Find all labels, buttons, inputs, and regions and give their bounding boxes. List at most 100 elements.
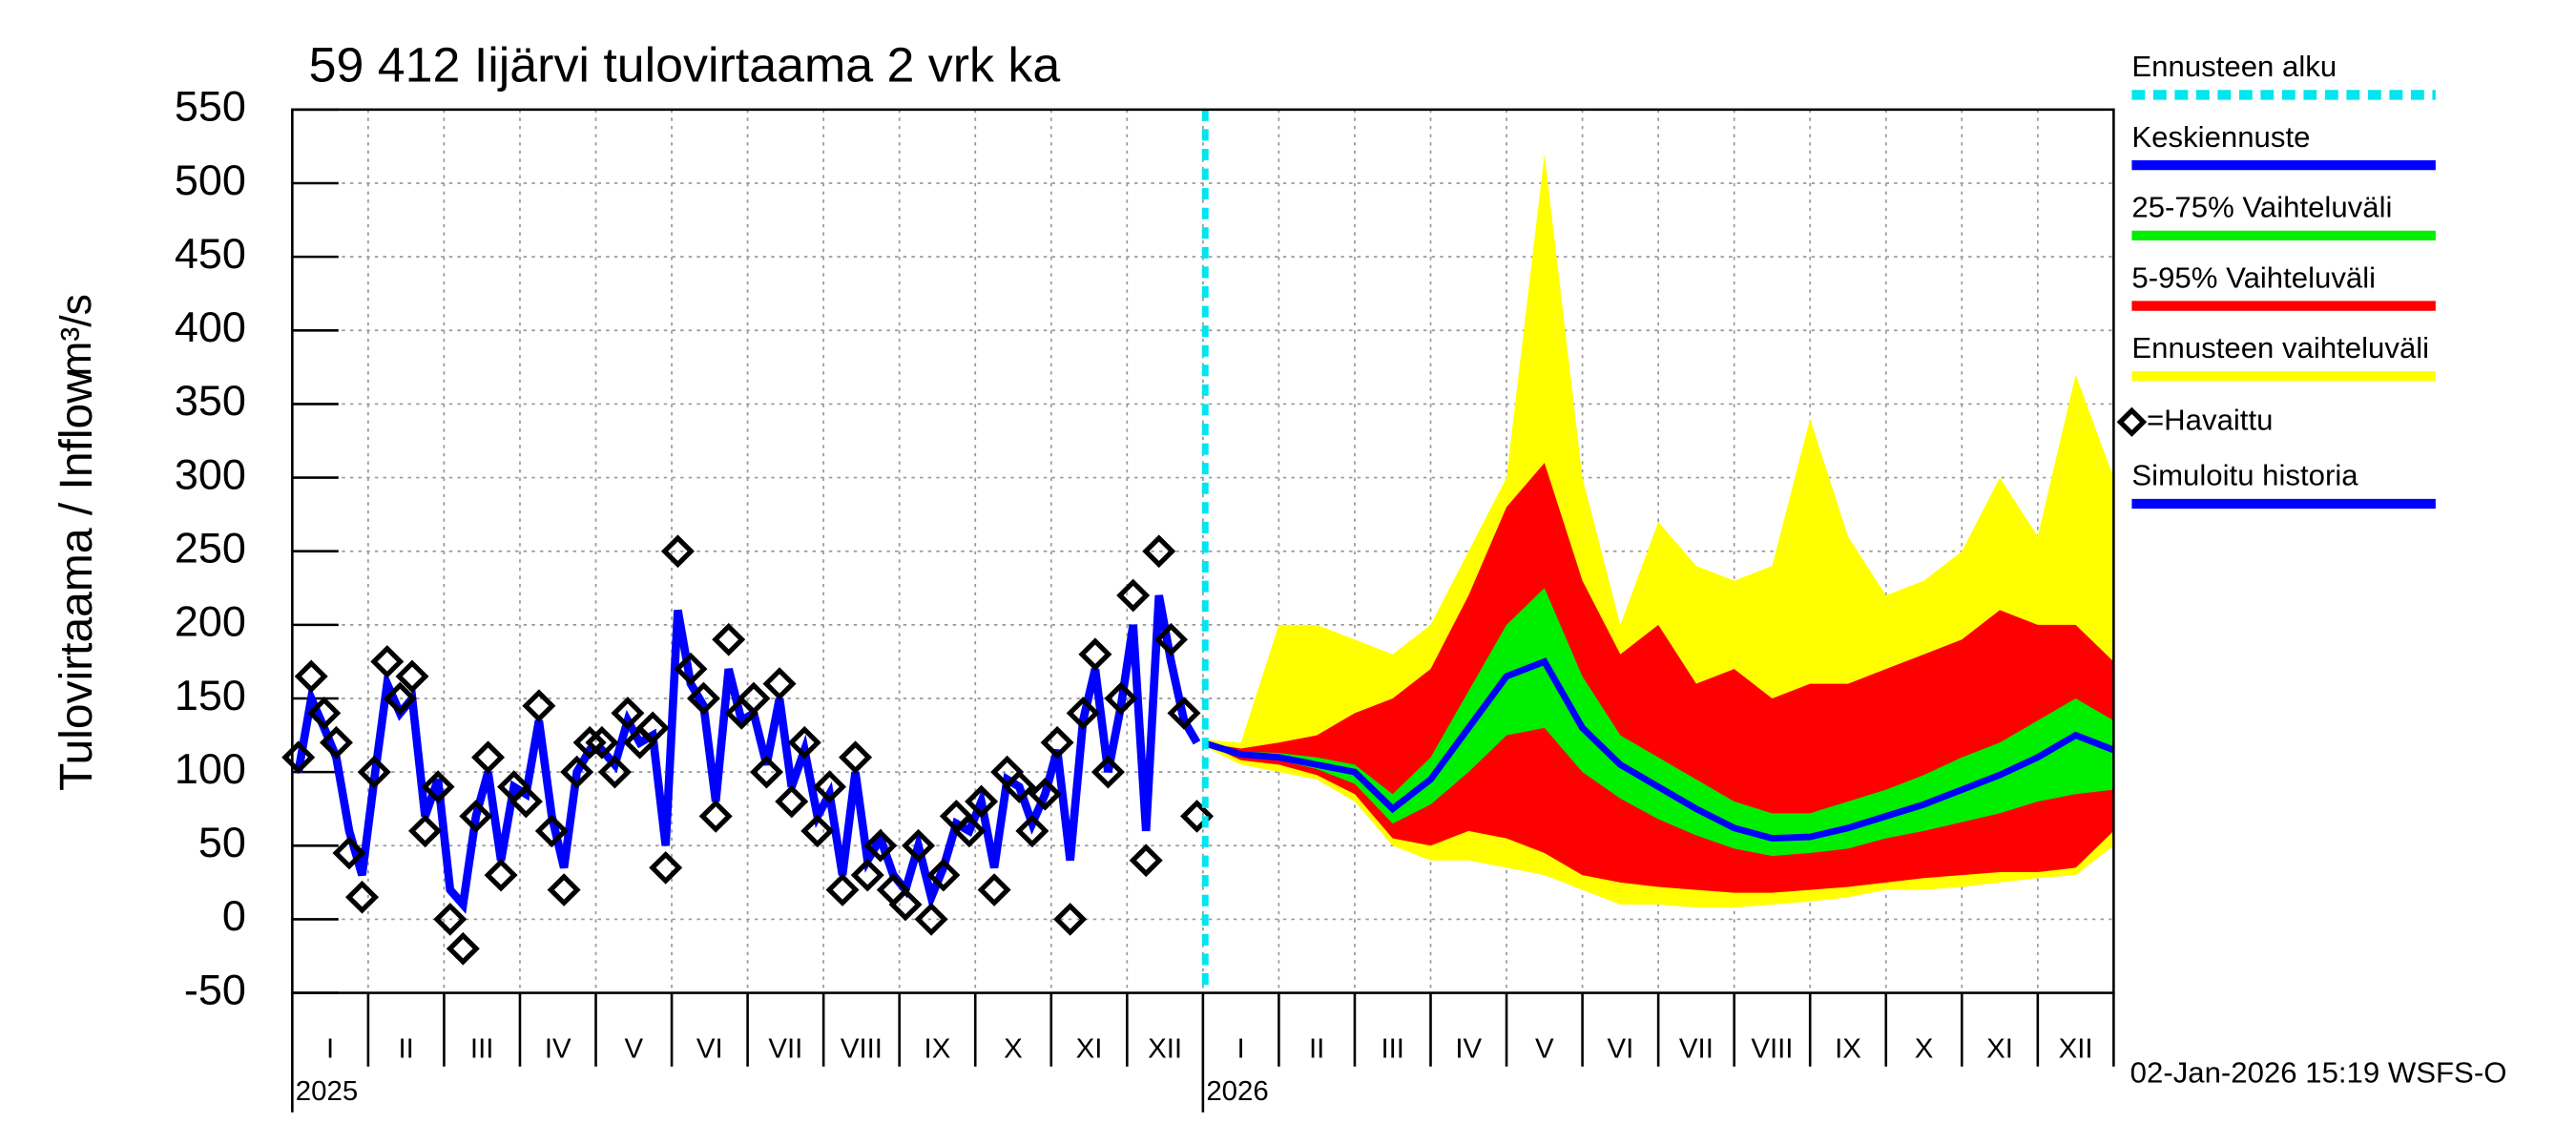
observed-point	[712, 622, 746, 656]
month-label: V	[1535, 1032, 1554, 1064]
y-tick-label: 200	[175, 598, 246, 646]
month-label: XI	[1076, 1032, 1103, 1064]
month-label: V	[624, 1032, 643, 1064]
month-label: I	[1237, 1032, 1245, 1064]
observed-point	[294, 659, 328, 694]
observed-point	[888, 887, 923, 922]
observed-point	[1167, 697, 1201, 730]
observed-point	[737, 681, 771, 716]
observed-point	[1040, 725, 1074, 760]
observed-point	[686, 681, 720, 716]
observed-point	[914, 903, 948, 936]
month-label: VI	[696, 1032, 723, 1064]
footer: 02-Jan-2026 15:19 WSFS-O	[2130, 1056, 2507, 1090]
observed-point	[534, 814, 569, 848]
y-tick-label: 150	[175, 672, 246, 719]
observed-point	[1153, 622, 1188, 656]
observed-point	[800, 814, 835, 848]
observed-point	[484, 858, 518, 892]
y-tick-label: 400	[175, 303, 246, 351]
observed-point	[839, 740, 873, 775]
month-label: VIII	[1751, 1032, 1793, 1064]
month-label: IV	[545, 1032, 571, 1064]
observed-point	[749, 755, 784, 789]
y-tick-label: 350	[175, 377, 246, 425]
month-label: VII	[768, 1032, 802, 1064]
median-line	[1201, 657, 2115, 843]
observed-point	[649, 851, 683, 885]
observed-point	[345, 880, 380, 914]
month-label: X	[1915, 1032, 1934, 1064]
observed-point	[926, 858, 961, 892]
observed-point	[787, 725, 821, 760]
observed-point	[1129, 843, 1163, 878]
observed-point	[850, 858, 884, 892]
observed-point	[471, 740, 506, 775]
y-tick-label: 550	[175, 83, 246, 131]
month-label: XII	[2059, 1032, 2093, 1064]
observed-point	[1179, 800, 1215, 833]
observed-point	[332, 836, 366, 870]
observed-point	[459, 800, 493, 833]
observed-point	[1078, 637, 1112, 672]
observed-point	[572, 725, 607, 760]
observed-point	[421, 770, 455, 803]
month-label: IX	[1835, 1032, 1861, 1064]
y-tick-label: 300	[175, 451, 246, 499]
observed-point	[674, 652, 708, 686]
month-label: I	[326, 1032, 334, 1064]
forecast-band	[1202, 588, 2114, 857]
month-label: VI	[1607, 1032, 1633, 1064]
month-label: III	[470, 1032, 494, 1064]
observed-point	[307, 697, 342, 730]
month-label: IV	[1455, 1032, 1482, 1064]
month-label: II	[398, 1032, 413, 1064]
legend-label: 25-75% Vaihteluväli	[2131, 191, 2392, 224]
y-axis-label: Tulovirtaama / Inflow	[51, 370, 102, 791]
observed-point	[1104, 681, 1138, 716]
year-label: 2025	[296, 1075, 358, 1107]
observed-point	[370, 645, 405, 678]
observed-point	[698, 800, 733, 833]
observed-point	[1142, 534, 1176, 569]
observed-point	[660, 534, 695, 569]
month-label: X	[1004, 1032, 1023, 1064]
legend-label: =Havaittu	[2147, 404, 2273, 437]
observed-point	[1091, 755, 1125, 789]
y-tick-label: 500	[175, 156, 246, 204]
observed-point	[319, 725, 353, 760]
legend-label: Ennusteen vaihteluväli	[2131, 331, 2429, 364]
observed-point	[522, 689, 556, 723]
year-label: 2026	[1206, 1075, 1268, 1107]
observed-point	[1028, 777, 1062, 811]
month-label: XII	[1148, 1032, 1182, 1064]
month-label: VII	[1679, 1032, 1714, 1064]
observed-point	[775, 784, 809, 819]
observed-point	[902, 828, 936, 863]
y-axis-unit: m³/s	[52, 294, 100, 377]
observed-point	[509, 784, 543, 819]
observed-point	[762, 667, 797, 700]
month-label: XI	[1986, 1032, 2013, 1064]
observed-point	[825, 873, 860, 906]
observed-point	[965, 784, 999, 819]
observed-point	[863, 828, 898, 863]
observed-point	[1015, 814, 1049, 848]
observed-point	[1002, 770, 1036, 803]
observed-point	[547, 873, 581, 906]
observed-point	[611, 697, 645, 730]
observed-point	[952, 814, 987, 848]
y-tick-label: -50	[184, 967, 246, 1014]
y-tick-label: 450	[175, 230, 246, 278]
observed-point	[597, 755, 632, 789]
observed-point	[383, 681, 417, 716]
month-label: IX	[924, 1032, 951, 1064]
month-label: III	[1381, 1032, 1404, 1064]
legend-label: Keskiennuste	[2131, 120, 2310, 154]
observed-point	[395, 659, 429, 694]
observed-point	[357, 755, 391, 789]
observed-point	[408, 814, 443, 848]
plot-frame	[291, 108, 2115, 994]
